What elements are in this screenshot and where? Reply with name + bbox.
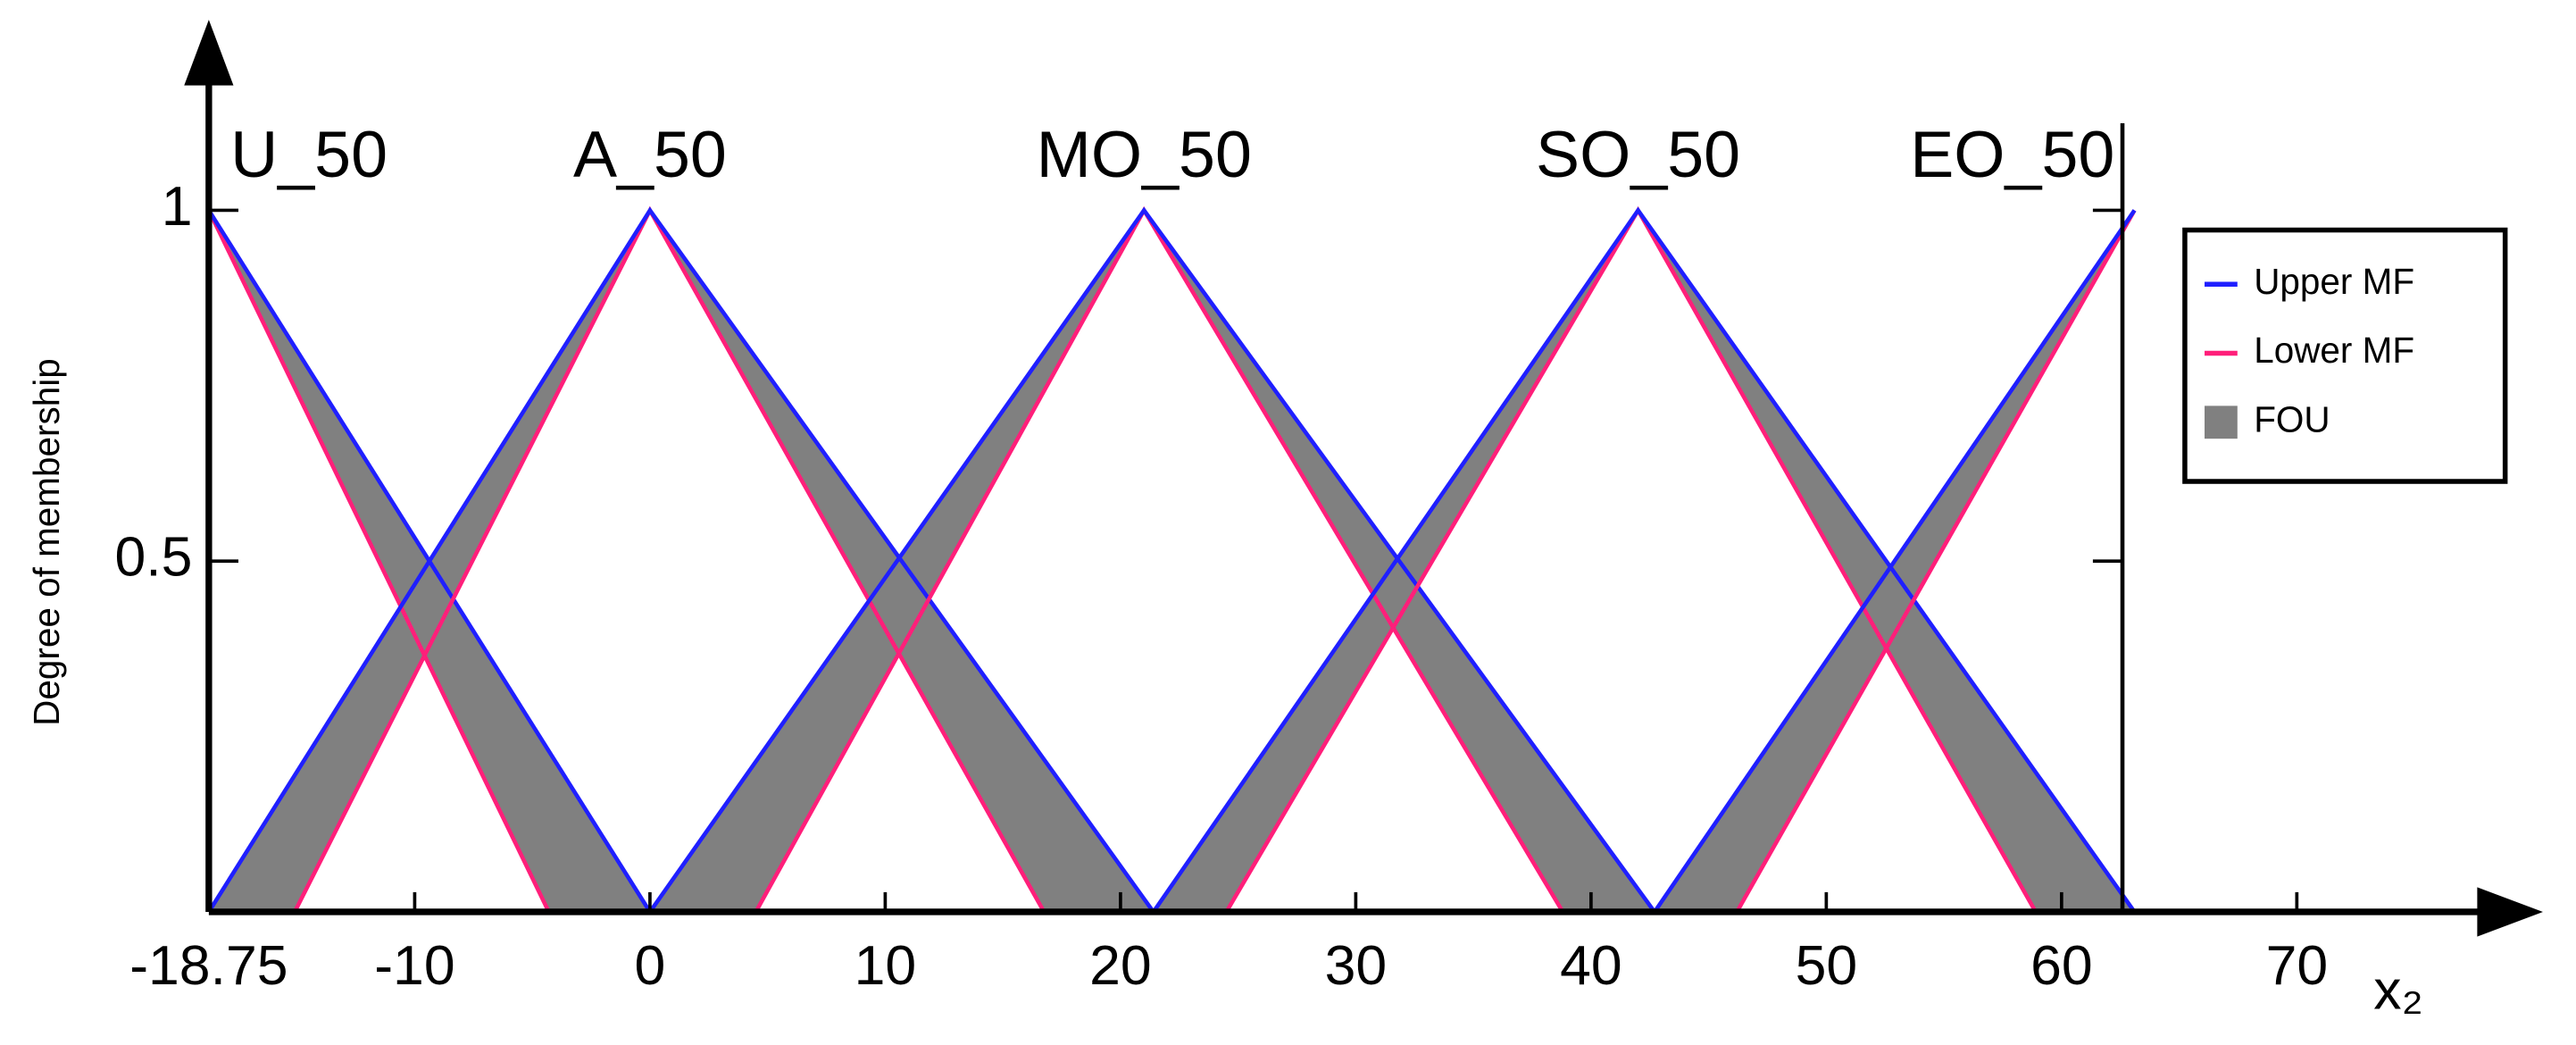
upper-mf	[648, 206, 1656, 914]
legend-label: Lower MF	[2254, 330, 2414, 371]
legend: Upper MF Lower MF FOU	[2182, 227, 2508, 484]
upper-mf	[206, 206, 1155, 914]
y-axis-arrow	[184, 20, 234, 86]
x-tick-label: -18.75	[129, 934, 288, 997]
x-axis-label: x₂	[2373, 958, 2423, 1021]
lower-mf	[206, 209, 551, 913]
axes-layer: Degree of membership x₂ -18.75 -10 0 10 20 30…	[26, 20, 2543, 1021]
x-axis-arrow	[2477, 887, 2543, 937]
fou-area	[1153, 210, 2135, 912]
x-tick-label: 20	[1089, 934, 1152, 997]
x-tick-label: -10	[374, 934, 454, 997]
mf-label: SO_50	[1536, 117, 1740, 191]
x-tick-label: 40	[1560, 934, 1622, 997]
x-tick-label: 10	[854, 934, 917, 997]
lower-mf	[1735, 209, 2137, 914]
legend-label: Upper MF	[2254, 261, 2414, 302]
mf-label: A_50	[573, 117, 727, 191]
x-tick-label: 0	[635, 934, 666, 997]
x-tick-label: 50	[1796, 934, 1858, 997]
fou-layer	[208, 210, 2135, 912]
upper-mf	[1653, 209, 2137, 914]
legend-box	[2182, 227, 2508, 484]
x-tick-label: 70	[2266, 934, 2329, 997]
y-axis-label: Degree of membership	[26, 358, 67, 726]
y-tick-label: 1	[162, 175, 193, 238]
mf-label: MO_50	[1037, 117, 1252, 191]
lines-layer	[206, 205, 2137, 914]
x-tick-label: 30	[1325, 934, 1388, 997]
mf-label: U_50	[230, 117, 388, 191]
legend-label: FOU	[2254, 398, 2330, 439]
fou-area	[208, 210, 1154, 912]
mf-label: EO_50	[1910, 117, 2114, 191]
x-tick-label: 60	[2030, 934, 2093, 997]
fou-area	[649, 210, 1655, 912]
legend-swatch	[2205, 405, 2238, 439]
y-tick-label: 0.5	[115, 526, 193, 589]
upper-mf	[1151, 206, 2137, 914]
